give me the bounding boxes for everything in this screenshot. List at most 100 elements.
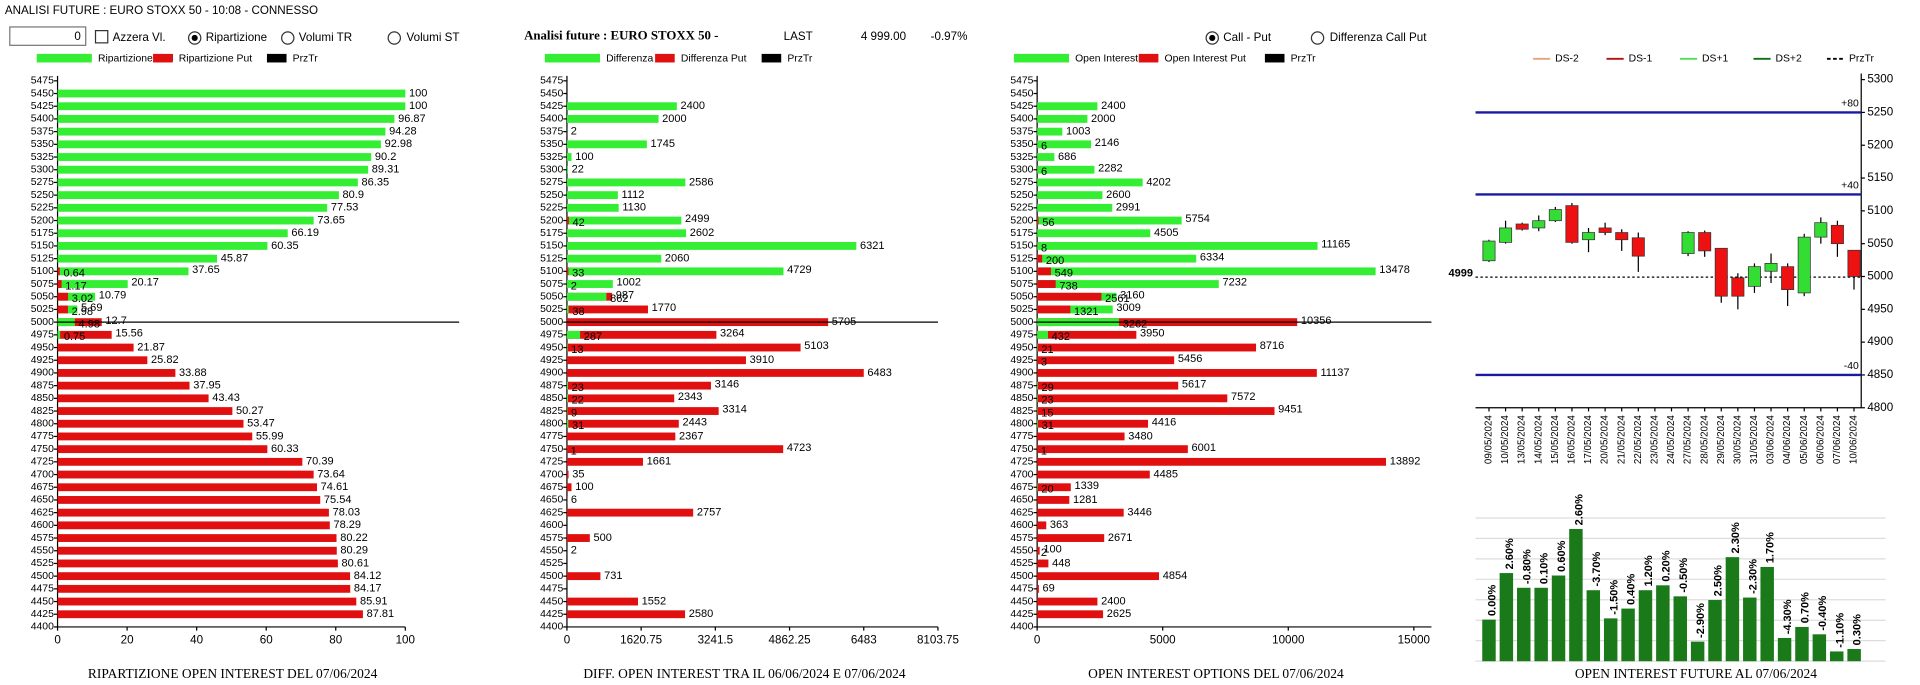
value-label: 2625 [1107,608,1132,620]
radio-label: Call - Put [1223,31,1272,44]
value-label: 3146 [715,378,740,390]
bar [1725,557,1740,662]
value-label: 8 [1041,242,1047,254]
value-label: 3950 [1140,328,1165,340]
bar [57,610,363,619]
candle-body [1615,232,1629,241]
bar-label: -0.80% [1521,549,1533,584]
y-tick-label: 5025 [31,304,54,315]
y-tick-label: 4950 [1867,302,1893,315]
bar [57,559,338,568]
y-tick-label: 5250 [1010,190,1033,201]
y-tick-label: 5200 [1010,215,1033,226]
y-tick-label: 4875 [1010,380,1033,391]
value-label: 10.79 [99,289,127,301]
y-tick-label: 5475 [1010,76,1033,87]
y-tick-label: 4875 [31,380,54,391]
bar [1037,381,1179,390]
value-label: 37.95 [193,380,221,392]
value-label: 21.87 [137,341,165,353]
value-label: 1552 [642,595,667,607]
y-tick-label: 5000 [31,317,54,328]
bar [566,115,659,123]
value-label: 1770 [652,302,677,314]
candle-body [1731,277,1745,297]
bar [1037,330,1137,339]
value-label: 3160 [1120,289,1145,301]
y-tick-label: 4650 [1010,495,1033,506]
value-label: 56 [1042,217,1054,229]
bar [1847,648,1861,662]
value-label: 6321 [860,240,885,252]
y-tick-label: 5450 [31,88,54,99]
y-tick-label: 4950 [540,342,563,353]
radio-dot [1209,34,1216,42]
value-label: 35 [572,468,584,480]
bar [57,597,357,606]
bar [57,280,128,288]
x-tick-label: 14/05/2024 [1533,415,1544,465]
x-tick-label: 05/06/2024 [1799,415,1810,465]
value-label: 55.99 [256,430,284,442]
y-tick-label: 4525 [540,558,563,569]
value-label: 5.69 [81,302,102,314]
value-label: 3262 [1123,318,1148,330]
bar [57,356,148,365]
checkbox-label: Azzera Vl. [113,31,166,44]
y-tick-label: 4475 [31,584,54,595]
bar [1037,165,1095,174]
bar [566,394,675,403]
y-tick-label: 5375 [31,126,54,137]
value-label: 78.03 [333,507,361,519]
y-tick-label: 4900 [31,368,54,379]
bar [57,115,395,123]
radio[interactable] [1310,31,1325,45]
bar [566,419,569,428]
checkbox[interactable] [94,30,109,44]
bar [1551,575,1566,662]
y-tick-label: 5050 [540,291,563,302]
value-label: 5754 [1185,213,1210,225]
y-tick-label: 5425 [540,101,563,112]
bar [566,330,581,339]
bar [566,597,638,606]
y-tick-label: 4400 [1010,622,1033,633]
value-label: 31 [572,420,584,432]
candle-body [1847,249,1861,277]
value-label: 77.53 [331,202,359,214]
value-label: 92.98 [385,138,413,150]
radio[interactable] [387,31,402,45]
value-label: 4485 [1153,468,1178,480]
bar [1037,381,1038,390]
value-label: 2 [571,545,577,557]
bar [566,534,590,542]
y-tick-label: 5050 [1867,237,1893,250]
window-title: ANALISI FUTURE : EURO STOXX 50 - 10:08 -… [5,4,318,17]
bar [566,508,694,517]
bar [1638,590,1653,662]
number-input[interactable] [9,26,87,46]
bar [1037,407,1275,415]
y-tick-label: 4825 [1010,406,1033,417]
bar-label: 2.50% [1713,565,1725,596]
y-tick-label: 4850 [1867,368,1893,381]
y-tick-label: 5175 [540,228,563,239]
value-label: 3480 [1128,430,1153,442]
legend-label: DS-1 [1629,54,1653,65]
bar [57,407,233,415]
bar [1037,394,1228,403]
radio[interactable] [281,31,295,45]
value-label: 73.65 [317,214,345,226]
bar [566,610,686,619]
bar [566,216,569,225]
value-label: 13478 [1379,264,1410,276]
bar [566,267,569,276]
bar [57,153,372,161]
value-label: 1003 [1066,126,1091,138]
bar [1037,457,1387,466]
bar [566,356,746,365]
value-label: 100 [409,87,427,99]
bar [57,191,339,200]
y-tick-label: 4575 [1010,533,1033,544]
y-tick-label: 4625 [540,507,563,518]
